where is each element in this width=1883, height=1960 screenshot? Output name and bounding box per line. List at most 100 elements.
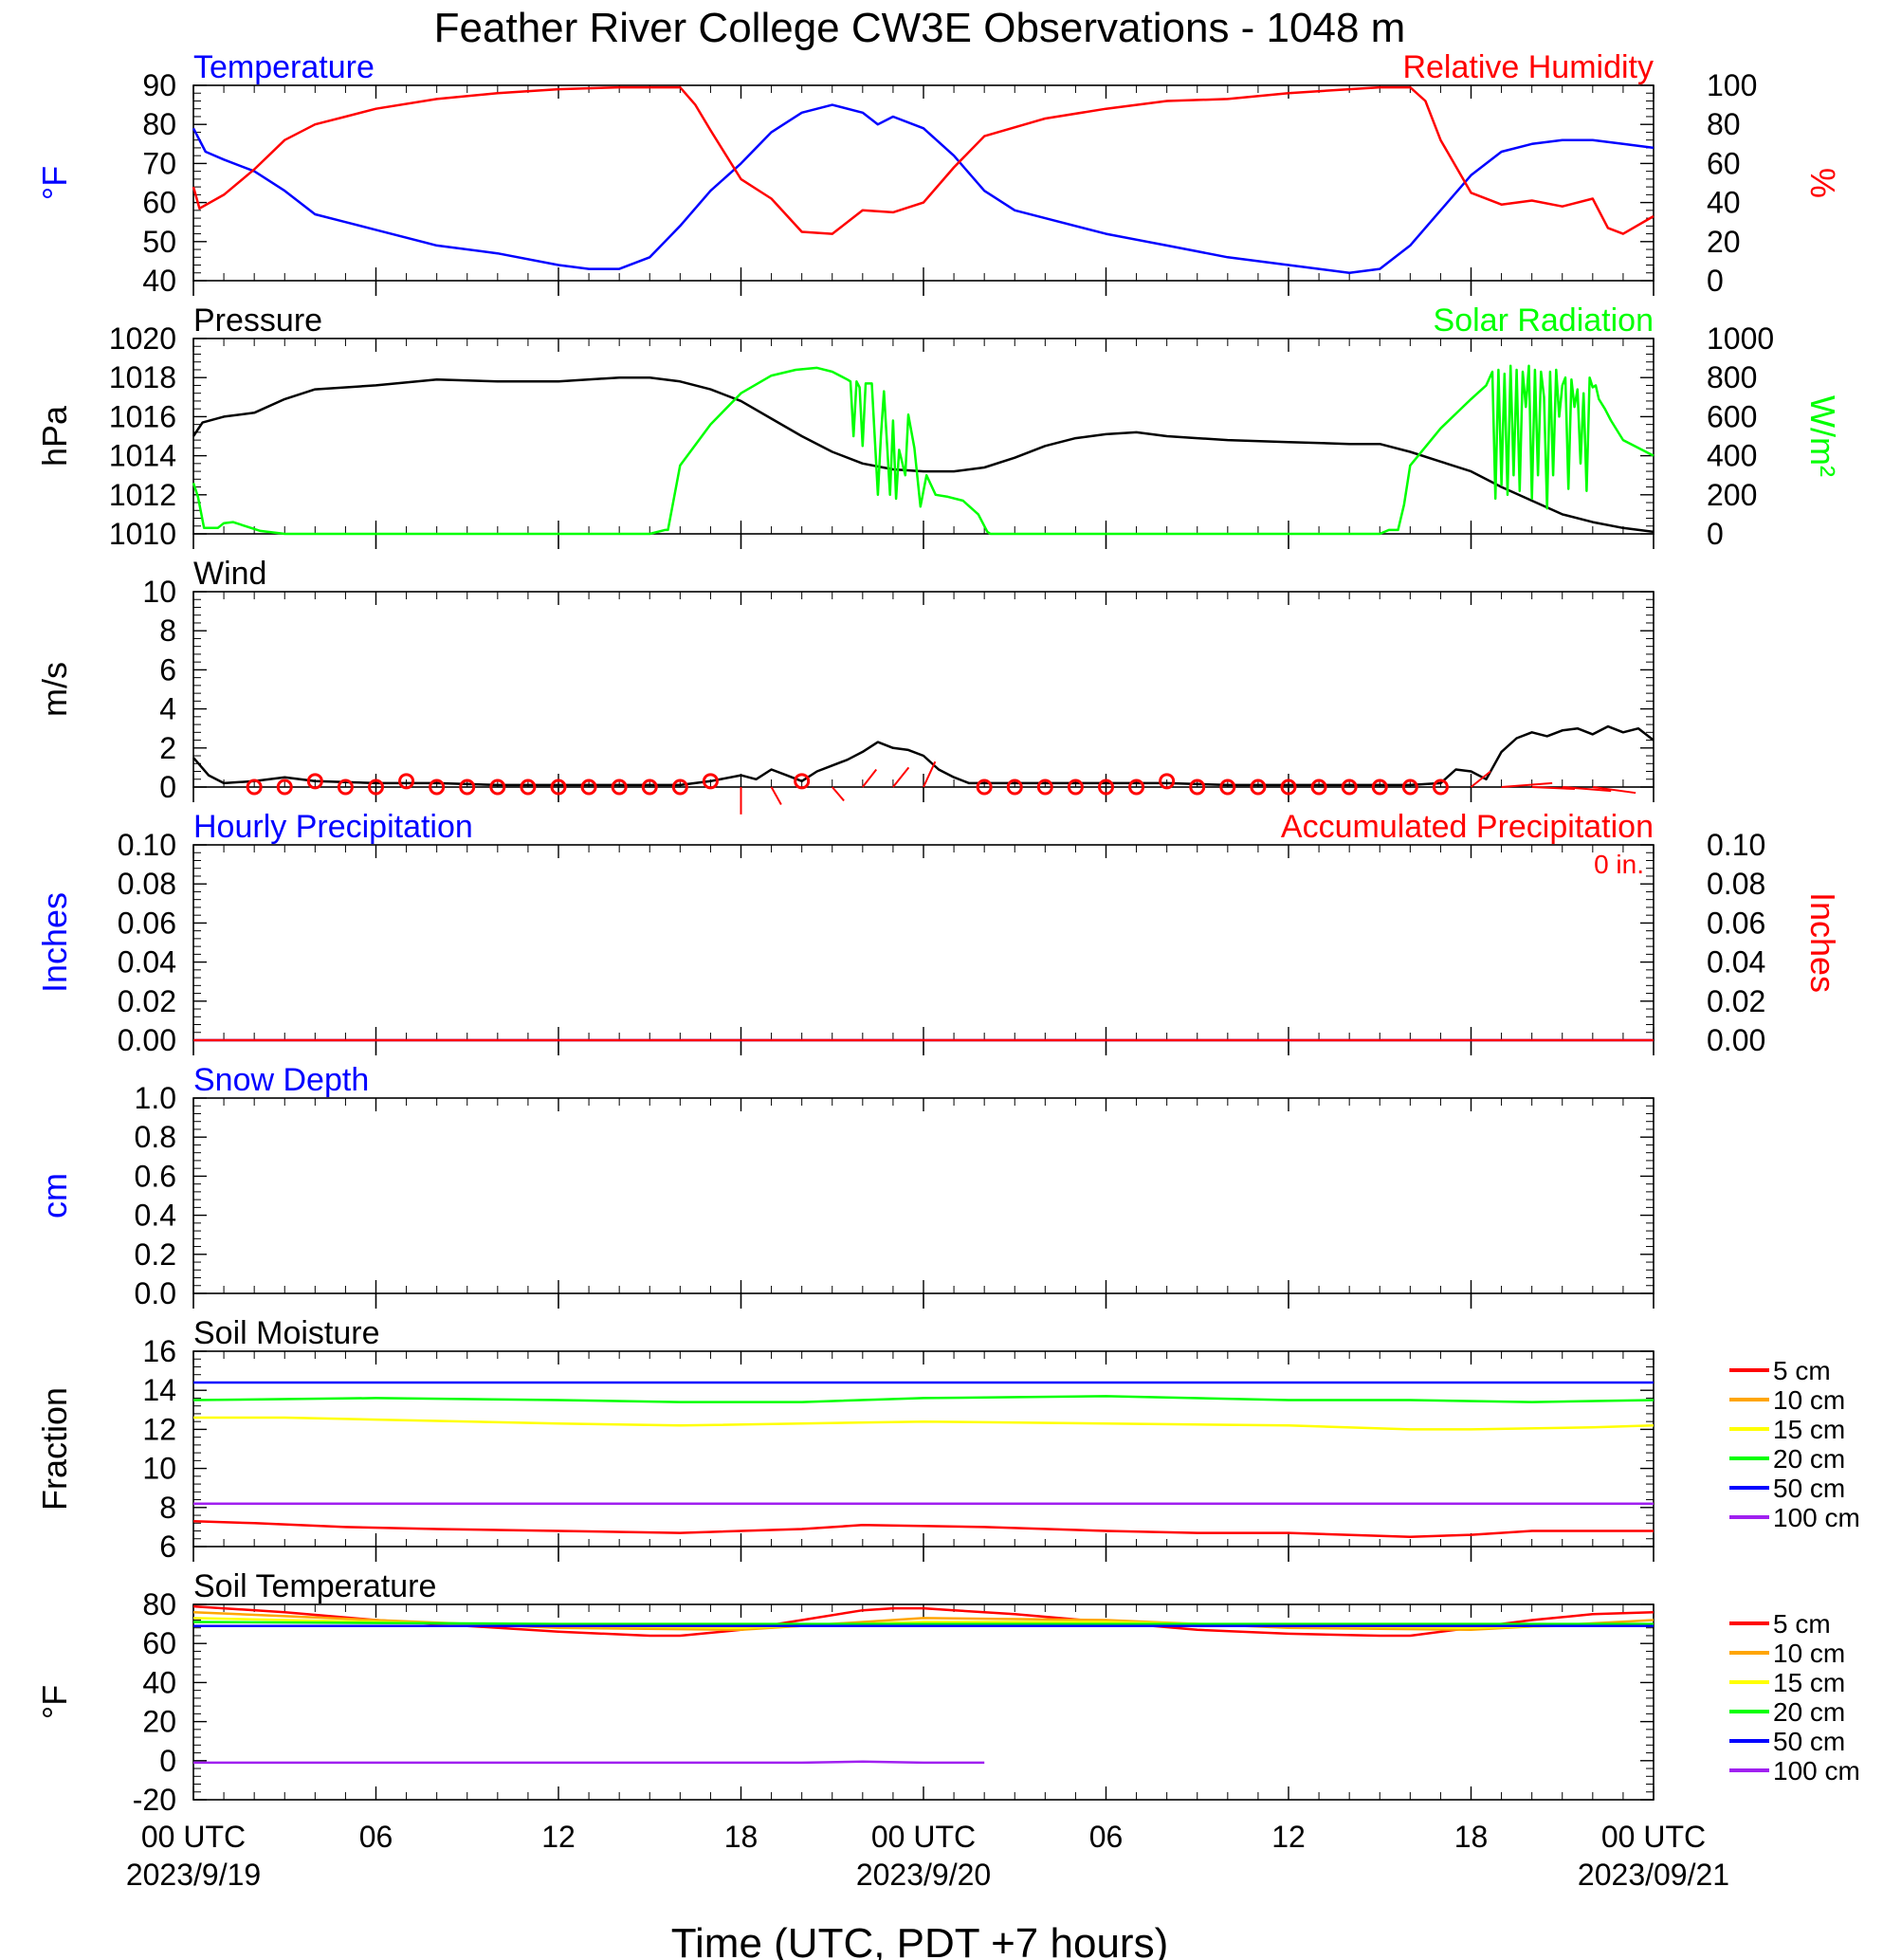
panel-title-left: Soil Temperature bbox=[193, 1568, 436, 1604]
legend-label: 20 cm bbox=[1773, 1697, 1845, 1727]
series-line-0 bbox=[192, 103, 1654, 275]
y-tick-label-left: 8 bbox=[159, 1491, 176, 1525]
calm-wind-marker bbox=[429, 779, 446, 796]
y-tick-label-right: 600 bbox=[1707, 399, 1757, 433]
y-tick-label-left: 1016 bbox=[109, 399, 176, 433]
y-tick-label-left: 0 bbox=[159, 1744, 176, 1778]
y-tick-label-left: 0 bbox=[159, 770, 176, 804]
calm-wind-marker bbox=[1432, 779, 1449, 796]
calm-wind-marker bbox=[1371, 779, 1388, 796]
calm-wind-marker bbox=[976, 779, 993, 796]
figure-title: Feather River College CW3E Observations … bbox=[434, 5, 1406, 51]
plot-frame bbox=[192, 1097, 1654, 1294]
y-tick-label-left: 80 bbox=[142, 107, 176, 141]
calm-wind-marker bbox=[1098, 779, 1114, 796]
y-tick-label-left: 1020 bbox=[109, 321, 176, 356]
panel-3: 0.00 0.02 0.04 0.06 0.08 0.10 0.00 0.02 0.04 0.06… bbox=[35, 809, 1842, 1057]
calm-wind-marker bbox=[306, 773, 323, 790]
x-axis-label: Time (UTC, PDT +7 hours) bbox=[671, 1920, 1168, 1960]
y-tick-label-left: 40 bbox=[142, 1665, 176, 1699]
calm-wind-marker bbox=[580, 779, 597, 796]
y-axis-label-right: W/m² bbox=[1803, 395, 1842, 477]
series-line-0 bbox=[192, 1519, 1654, 1538]
calm-wind-marker bbox=[1250, 779, 1267, 796]
wind-barb bbox=[892, 766, 910, 788]
y-axis-label-left: m/s bbox=[35, 662, 74, 717]
series-line-0 bbox=[192, 376, 1654, 534]
wind-barb bbox=[1531, 786, 1576, 791]
x-tick-label: 12 bbox=[541, 1820, 576, 1854]
y-tick-label-left: 90 bbox=[142, 68, 176, 102]
y-tick-label-left: 0.10 bbox=[118, 828, 176, 862]
y-tick-label-left: 0.2 bbox=[135, 1237, 176, 1272]
calm-wind-marker bbox=[1310, 779, 1327, 796]
x-tick-label: 00 UTC bbox=[141, 1820, 246, 1854]
y-tick-label-left: 10 bbox=[142, 1452, 176, 1486]
y-tick-label-right: 0.04 bbox=[1707, 945, 1765, 980]
y-tick-label-right: 40 bbox=[1707, 186, 1741, 220]
y-axis-label-left: hPa bbox=[35, 405, 74, 467]
y-tick-label-left: 1012 bbox=[109, 478, 176, 512]
x-date-label: 2023/9/20 bbox=[856, 1858, 991, 1892]
wind-barb bbox=[923, 760, 937, 788]
y-tick-label-left: 16 bbox=[142, 1334, 176, 1368]
y-tick-label-right: 0.02 bbox=[1707, 984, 1765, 1018]
calm-wind-marker bbox=[550, 779, 567, 796]
y-tick-label-left: 1010 bbox=[109, 517, 176, 551]
legend-label: 5 cm bbox=[1773, 1609, 1831, 1639]
calm-wind-marker bbox=[1341, 779, 1358, 796]
calm-wind-marker bbox=[794, 773, 811, 790]
series-line-0 bbox=[192, 1604, 1654, 1638]
panel-0: 40 50 60 70 80 90 0 20 40 60 80 100 Temperature Relat… bbox=[35, 49, 1842, 298]
y-tick-label-left: 1014 bbox=[109, 439, 176, 473]
y-tick-label-left: 2 bbox=[159, 731, 176, 765]
y-axis-label-right: % bbox=[1803, 168, 1842, 198]
panel-title-right: Accumulated Precipitation bbox=[1281, 809, 1654, 845]
calm-wind-marker bbox=[1159, 773, 1176, 790]
y-tick-label-left: 0.4 bbox=[135, 1199, 176, 1233]
y-tick-label-right: 0.06 bbox=[1707, 906, 1765, 940]
y-tick-label-left: -20 bbox=[133, 1783, 176, 1817]
y-tick-label-right: 1000 bbox=[1707, 321, 1774, 356]
legend-label: 100 cm bbox=[1773, 1503, 1860, 1532]
calm-wind-marker bbox=[1006, 779, 1023, 796]
y-tick-label-left: 0.00 bbox=[118, 1023, 176, 1057]
calm-wind-marker bbox=[489, 779, 506, 796]
y-tick-label-right: 0.08 bbox=[1707, 867, 1765, 901]
calm-wind-marker bbox=[520, 779, 537, 796]
panel-title-left: Hourly Precipitation bbox=[193, 809, 473, 845]
x-tick-label: 18 bbox=[1454, 1820, 1489, 1854]
x-date-label: 2023/09/21 bbox=[1578, 1858, 1729, 1892]
calm-wind-marker bbox=[1128, 779, 1145, 796]
panel-title-right: Solar Radiation bbox=[1434, 302, 1654, 339]
y-tick-label-left: 60 bbox=[142, 1626, 176, 1660]
series-line-5 bbox=[193, 1760, 985, 1765]
plot-frame bbox=[192, 84, 1654, 282]
y-tick-label-left: 1.0 bbox=[135, 1081, 176, 1115]
y-tick-label-right: 60 bbox=[1707, 146, 1741, 180]
y-tick-label-left: 40 bbox=[142, 264, 176, 298]
series-line-0 bbox=[192, 724, 1654, 787]
y-tick-label-left: 0.6 bbox=[135, 1159, 176, 1193]
wind-barb bbox=[770, 786, 782, 806]
calm-wind-marker bbox=[246, 779, 263, 796]
y-tick-label-left: 0.08 bbox=[118, 867, 176, 901]
y-axis-label-left: Fraction bbox=[35, 1387, 74, 1511]
calm-wind-marker bbox=[702, 773, 719, 790]
calm-wind-marker bbox=[641, 779, 658, 796]
wind-barb bbox=[1592, 786, 1636, 795]
y-tick-label-left: 10 bbox=[142, 575, 176, 609]
panel-2: 0 2 4 6 8 10 Wind m/s bbox=[35, 556, 1654, 815]
calm-wind-marker bbox=[1401, 779, 1418, 796]
y-tick-label-left: 80 bbox=[142, 1587, 176, 1621]
y-axis-label-left: °F bbox=[35, 1685, 74, 1719]
calm-wind-marker bbox=[368, 779, 384, 796]
y-tick-label-left: 0.02 bbox=[118, 984, 176, 1018]
calm-wind-marker bbox=[1280, 779, 1297, 796]
x-tick-label: 12 bbox=[1271, 1820, 1306, 1854]
y-tick-label-left: 0.0 bbox=[135, 1276, 176, 1310]
y-axis-label-left: cm bbox=[35, 1173, 74, 1218]
series-line-1 bbox=[192, 364, 1654, 536]
x-tick-label: 06 bbox=[359, 1820, 393, 1854]
